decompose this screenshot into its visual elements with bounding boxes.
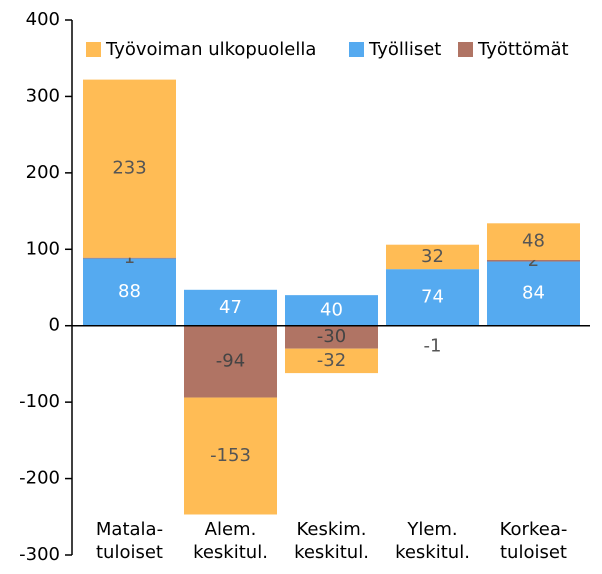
y-tick-label: 400	[26, 9, 60, 30]
bar-segment	[83, 257, 176, 259]
bar-segment	[487, 223, 580, 260]
data-label: 84	[522, 283, 545, 304]
data-label: 74	[421, 286, 444, 307]
y-tick-label: -100	[19, 391, 60, 412]
data-label: -153	[210, 445, 251, 466]
x-tick-label: Ylem. keskitul.	[395, 519, 470, 563]
bar-segment	[487, 261, 580, 326]
y-tick-label: 0	[49, 315, 60, 336]
x-tick-label: Matala-tuloiset	[96, 519, 163, 563]
bar-segment	[285, 348, 378, 374]
bar-segment	[83, 79, 176, 258]
y-tick-label: 100	[26, 238, 60, 259]
y-tick-label: -200	[19, 468, 60, 489]
bar-segment	[487, 259, 580, 262]
bar-segment	[184, 325, 277, 398]
bar-segment	[184, 289, 277, 326]
data-label: 40	[320, 299, 343, 320]
legend-label: Työttömät	[477, 39, 569, 60]
legend-swatch	[86, 42, 101, 57]
data-label: -30	[317, 326, 346, 347]
data-label: -32	[317, 350, 346, 371]
y-tick-label: 200	[26, 162, 60, 183]
data-label: 88	[118, 281, 141, 302]
y-tick-label: 300	[26, 85, 60, 106]
legend-label: Työlliset	[368, 39, 441, 60]
legend-swatch	[349, 42, 364, 57]
bar-segment	[83, 258, 176, 326]
data-label: 48	[522, 231, 545, 252]
data-label: -94	[216, 351, 245, 372]
bar-segment	[285, 325, 378, 349]
bar-segment	[386, 269, 479, 326]
x-tick-label: Alem. keskitul.	[193, 519, 268, 563]
legend-swatch	[458, 42, 473, 57]
data-label: 47	[219, 297, 242, 318]
bar-segment	[184, 397, 277, 515]
data-label: 2	[528, 250, 539, 271]
x-tick-label: Keskim. keskitul.	[294, 519, 369, 563]
bar-segment	[285, 295, 378, 326]
bar-segment	[386, 244, 479, 270]
data-label: 32	[421, 246, 444, 267]
y-tick-label: -300	[19, 544, 60, 565]
x-tick-label: Korkea-tuloiset	[500, 519, 568, 563]
data-label: 233	[112, 158, 146, 179]
data-label: -1	[424, 335, 442, 356]
legend-label: Työvoiman ulkopuolella	[105, 39, 316, 60]
